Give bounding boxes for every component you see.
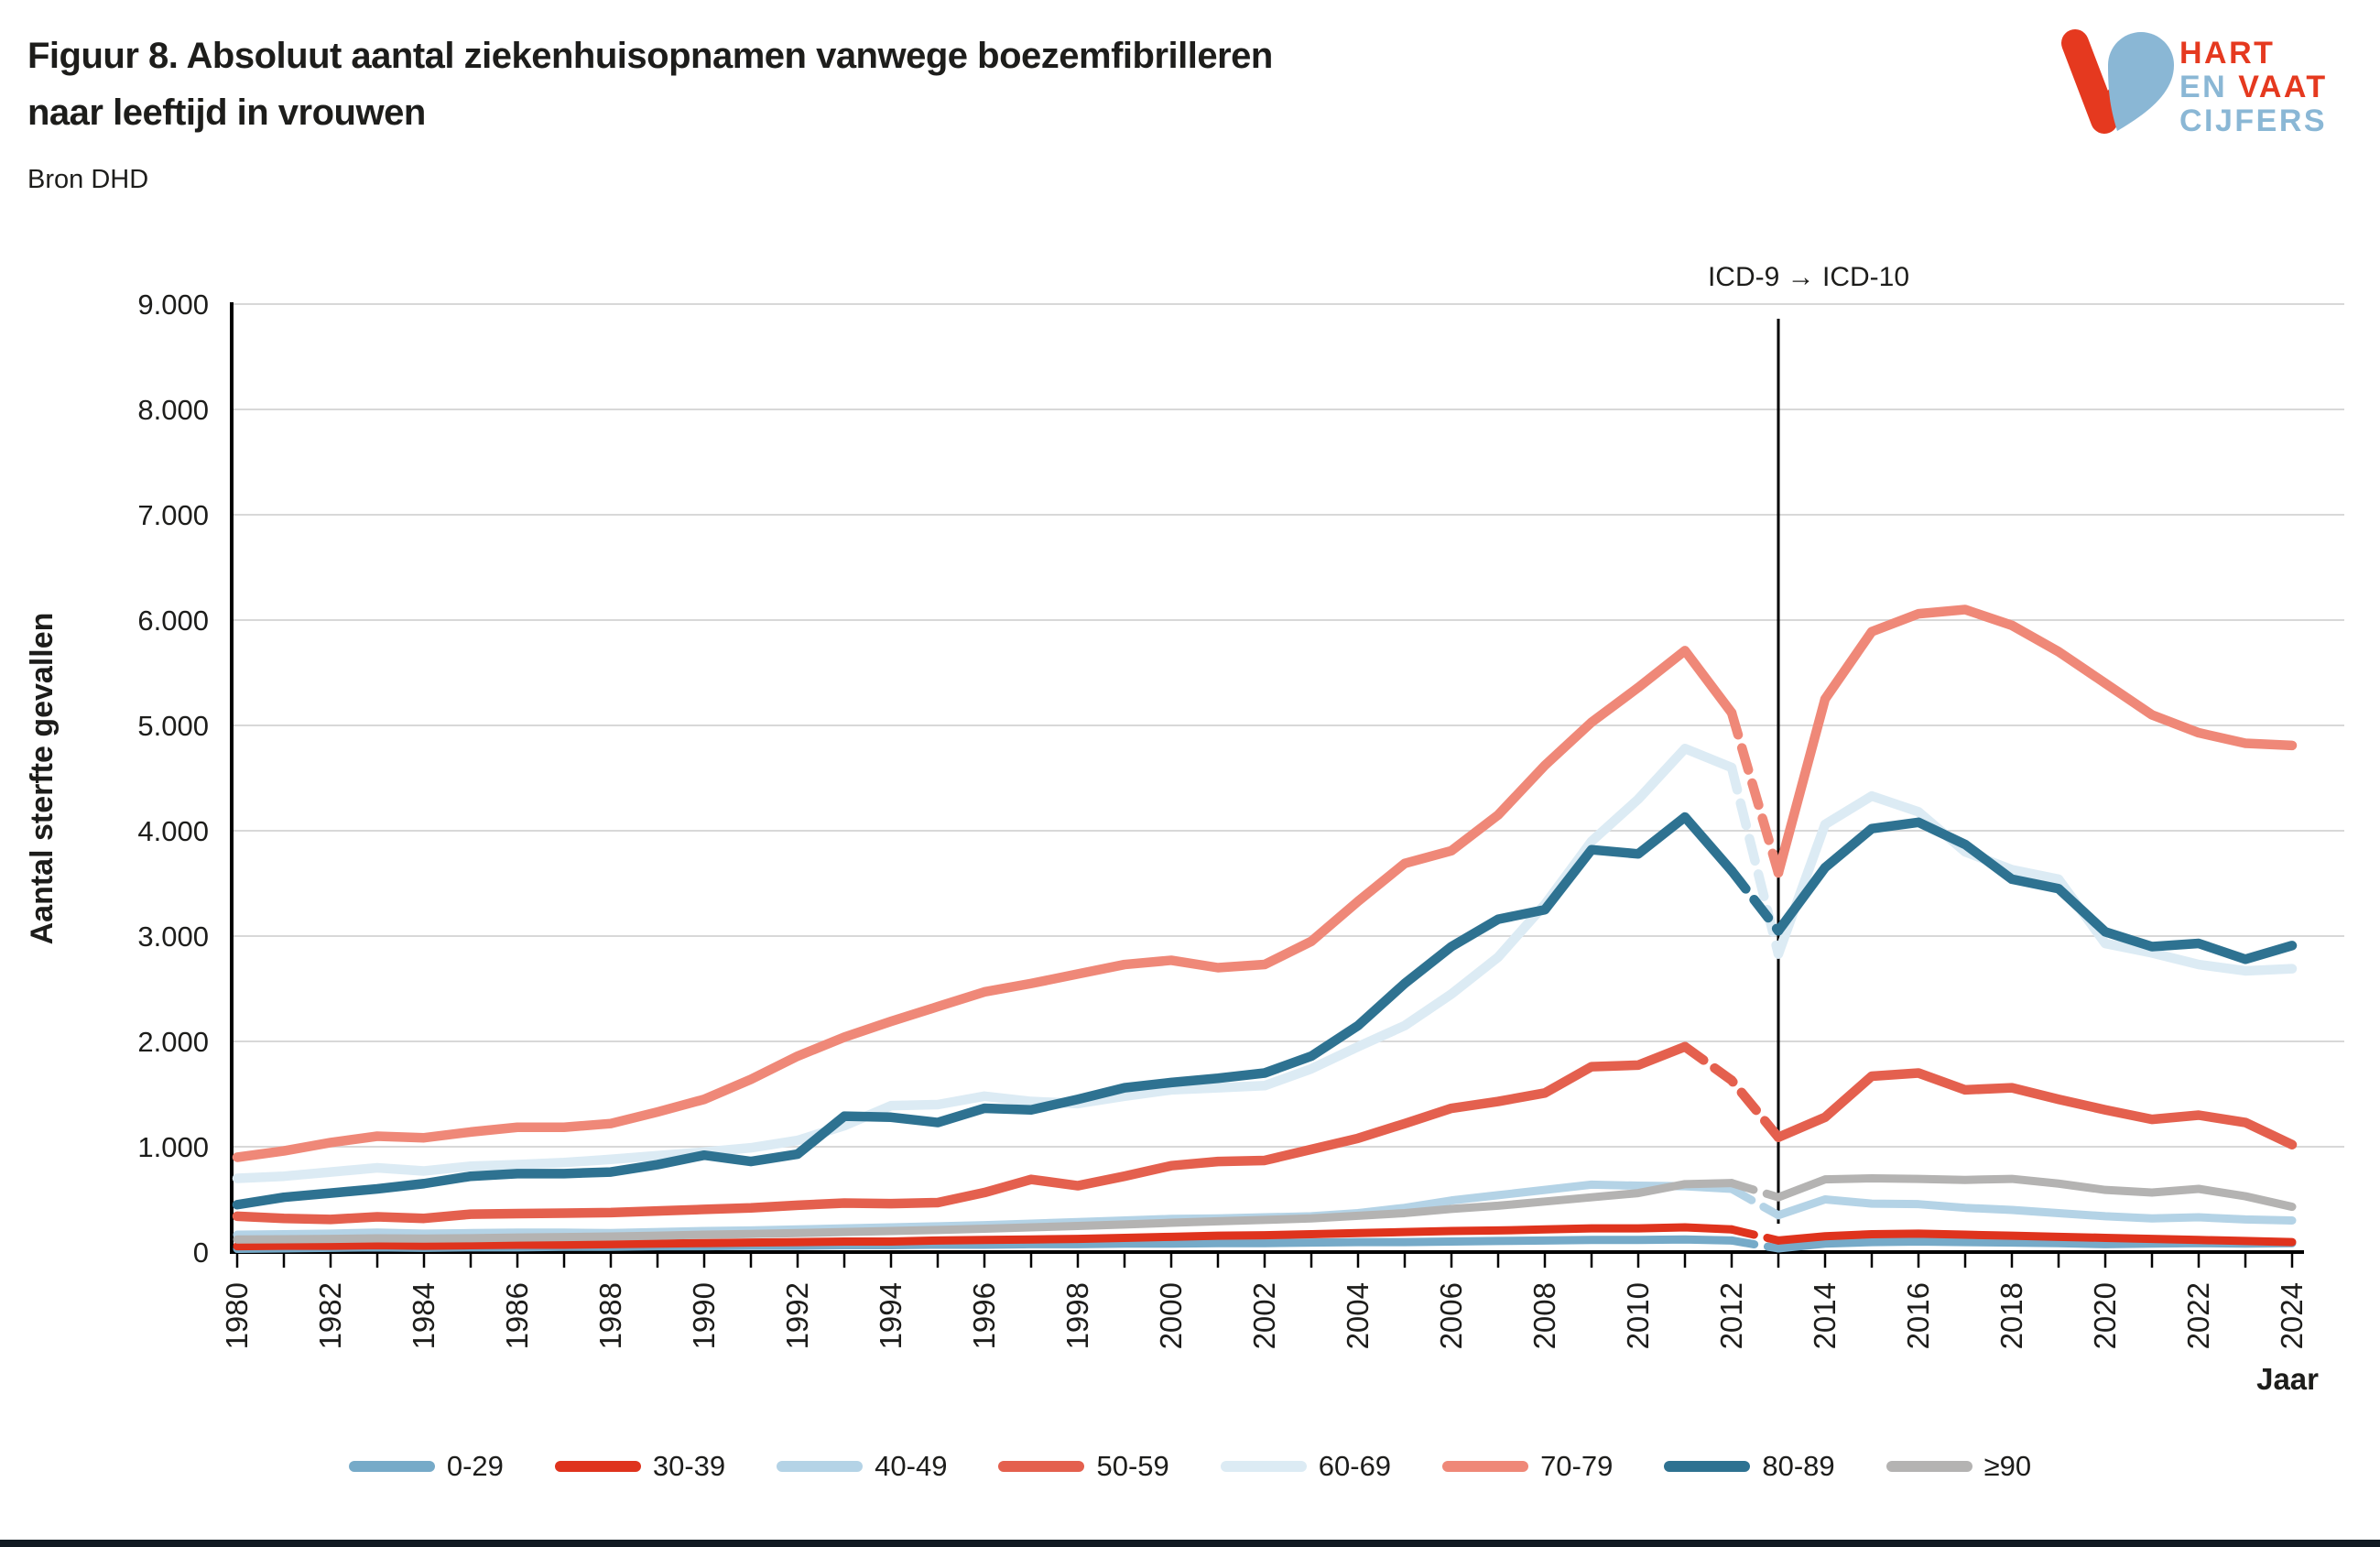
series-line-≥90 [233, 1179, 1736, 1244]
x-tick-label: 1990 [687, 1282, 721, 1349]
y-tick-label: 8.000 [137, 394, 209, 426]
series-line-dashed-30-39 [1727, 1225, 1783, 1245]
x-tick-label: 1998 [1060, 1282, 1094, 1349]
source-label: Bron DHD [27, 165, 149, 194]
logo-word-hart: HART [2179, 36, 2275, 71]
x-tick-label: 2016 [1901, 1282, 1935, 1349]
chart-header: Figuur 8. Absoluut aantal ziekenhuisopna… [27, 27, 1584, 195]
x-tick-label: 1980 [220, 1282, 254, 1349]
legend-item-≥90: ≥90 [1886, 1450, 2032, 1483]
x-tick-label: 2024 [2275, 1282, 2309, 1349]
legend-item-70-79: 70-79 [1442, 1450, 1613, 1483]
legend-color-chip [1664, 1461, 1751, 1472]
series-line-≥90 [1774, 1174, 2297, 1212]
legend-item-60-69: 60-69 [1220, 1450, 1392, 1483]
x-tick-label: 1984 [407, 1282, 440, 1349]
x-tick-label: 2014 [1808, 1282, 1842, 1349]
legend-item-30-39: 30-39 [554, 1450, 726, 1483]
x-axis-title: Jaar [2256, 1362, 2319, 1396]
bottom-window-edge [0, 1540, 2380, 1547]
legend-color-chip [998, 1461, 1085, 1472]
y-tick-label: 2.000 [137, 1026, 209, 1058]
x-tick-label: 2020 [2088, 1282, 2122, 1349]
logo-word-en: EN [2179, 70, 2227, 104]
series-line-60-69 [1773, 790, 2298, 976]
series-line-dashed-50-59 [1679, 1041, 1784, 1142]
x-tick-label: 2008 [1527, 1282, 1561, 1349]
legend-label: 80-89 [1762, 1450, 1835, 1482]
series-line-dashed-0-29 [1727, 1236, 1783, 1253]
series-line-dashed-≥90 [1727, 1179, 1783, 1202]
legend-label: 0-29 [446, 1450, 504, 1482]
figure-title-line1: Figuur 8. Absoluut aantal ziekenhuisopna… [27, 36, 1273, 76]
series-line-70-79 [1773, 605, 2298, 878]
x-tick-label: 1982 [313, 1282, 347, 1349]
figure-title-line2: naar leeftijd in vrouwen [27, 93, 426, 133]
y-tick-label: 6.000 [137, 605, 209, 637]
legend-color-chip [1442, 1461, 1529, 1472]
x-tick-label: 2002 [1247, 1282, 1281, 1349]
x-tick-label: 2018 [1994, 1282, 2028, 1349]
y-tick-label: 3.000 [137, 921, 209, 953]
x-tick-label: 2010 [1621, 1282, 1655, 1349]
legend-label: 60-69 [1318, 1450, 1392, 1482]
legend-item-50-59: 50-59 [998, 1450, 1169, 1483]
icd-break-label: ICD-9 → ICD-10 [1708, 262, 1909, 292]
legend-color-chip [1220, 1461, 1307, 1472]
legend-label: 30-39 [652, 1450, 726, 1482]
x-tick-label: 2006 [1434, 1282, 1468, 1349]
series-line-70-79 [232, 646, 1737, 1162]
x-tick-label: 1996 [967, 1282, 1001, 1349]
x-tick-label: 2012 [1714, 1282, 1748, 1349]
series-line-80-89 [232, 812, 1737, 1210]
x-tick-label: 1986 [500, 1282, 534, 1349]
legend-label: ≥90 [1983, 1450, 2032, 1482]
x-tick-label: 2022 [2181, 1282, 2215, 1349]
logo-drop-icon [2108, 32, 2174, 131]
legend-item-40-49: 40-49 [777, 1450, 947, 1483]
x-tick-label: 1988 [593, 1282, 627, 1349]
y-axis-title: Aantal sterfte gevallen [25, 613, 60, 945]
series-line-dashed-70-79 [1726, 707, 1784, 878]
series-line-50-59 [232, 1041, 1690, 1225]
series-line-80-89 [1773, 817, 2298, 964]
legend: 0-29 30-39 40-49 50-59 60-69 70-79 80-89 ≥90 [0, 1450, 2380, 1483]
logo-word-envaat: EN VAAT [2179, 70, 2328, 104]
x-tick-label: 1994 [874, 1282, 907, 1349]
hartenvaatcijfers-logo: HART EN VAAT CIJFERS [2061, 29, 2328, 138]
series-line-40-49 [1774, 1195, 2297, 1225]
legend-color-chip [348, 1461, 435, 1472]
series-line-50-59 [1773, 1068, 2298, 1149]
series-line-dashed-60-69 [1726, 762, 1784, 959]
x-tick-label: 2004 [1341, 1282, 1375, 1349]
y-tick-label: 7.000 [137, 499, 209, 531]
series-line-60-69 [232, 744, 1737, 1183]
legend-label: 70-79 [1540, 1450, 1614, 1482]
x-tick-label: 1992 [780, 1282, 814, 1349]
legend-label: 50-59 [1096, 1450, 1169, 1482]
logo-word-cijfers: CIJFERS [2179, 103, 2327, 138]
legend-color-chip [554, 1461, 641, 1472]
legend-label: 40-49 [875, 1450, 948, 1482]
y-tick-label: 0 [193, 1237, 209, 1269]
series-line-30-39 [233, 1223, 1736, 1251]
series-line-dashed-80-89 [1726, 866, 1784, 936]
y-tick-label: 9.000 [137, 289, 209, 321]
y-tick-label: 5.000 [137, 710, 209, 742]
legend-color-chip [1886, 1461, 1972, 1472]
legend-item-80-89: 80-89 [1664, 1450, 1835, 1483]
legend-color-chip [777, 1461, 864, 1472]
x-tick-label: 2000 [1154, 1282, 1188, 1349]
legend-item-0-29: 0-29 [348, 1450, 504, 1483]
logo-word-vaat: VAAT [2238, 70, 2328, 104]
series-line-dashed-40-49 [1727, 1184, 1783, 1220]
y-tick-label: 4.000 [137, 815, 209, 847]
series-line-30-39 [1774, 1229, 2297, 1247]
y-tick-label: 1.000 [137, 1131, 209, 1163]
